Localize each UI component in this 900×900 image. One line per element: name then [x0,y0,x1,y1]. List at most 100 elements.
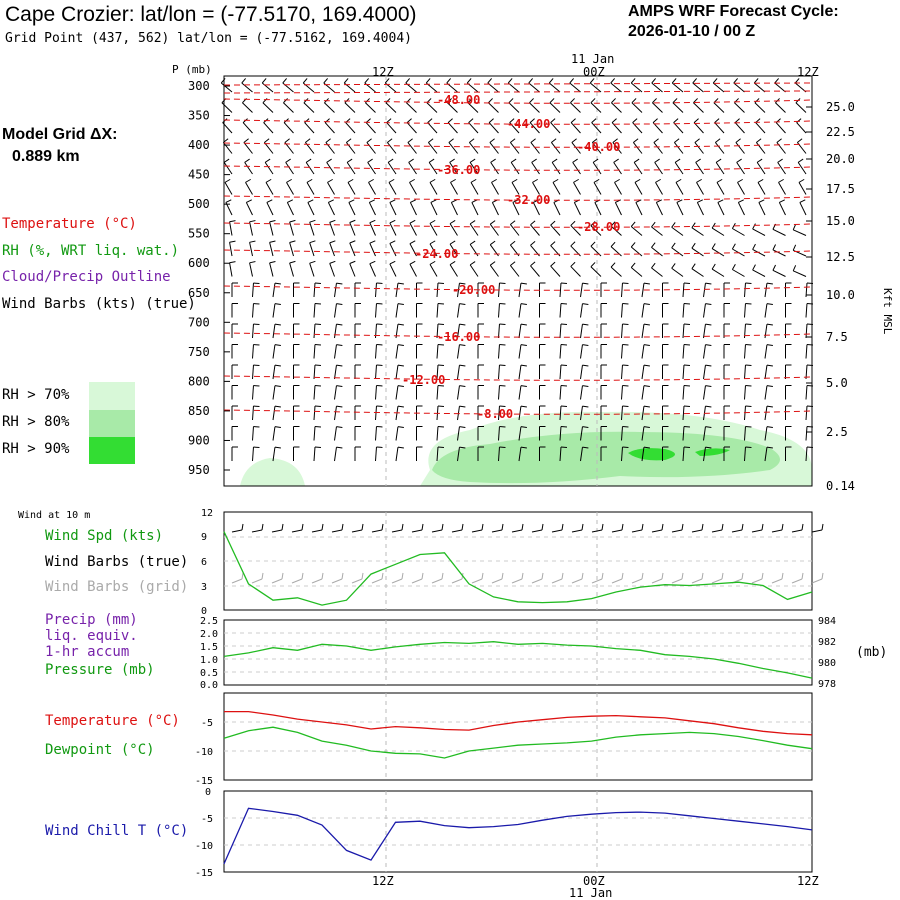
wind-barb [409,178,417,195]
surface-wind-barb [351,523,364,533]
wind-barb [621,385,629,400]
wind-barb [528,78,540,93]
wind-barb [673,118,684,134]
wind-barb [682,446,690,462]
wind-barb [630,78,643,93]
wind-barb [436,323,444,339]
wind-barb [593,178,602,195]
wind-barb [674,158,684,175]
wind-barb [737,178,745,195]
wind-barb [785,405,792,420]
pressure-tick: 900 [188,433,210,447]
wind-barb [468,138,479,154]
wind-barb [375,405,383,421]
wind-barb [734,118,745,134]
wind-barb [723,344,730,359]
wind-barb [591,118,602,134]
wind-barb [756,158,766,175]
wind-barb [386,118,397,134]
wind-barb [252,344,260,359]
wind-barb [551,158,561,175]
chill-ytick--10: -10 [195,841,213,852]
wind-barb [272,323,281,339]
wind-barb [354,446,361,461]
precip-ytick-2.5: 2.5 [200,616,218,627]
rh80-area [432,431,780,484]
wind-barb [518,426,527,441]
wind-barb [365,98,376,113]
bottom-tick-00z: 00Z [583,874,605,888]
wind-barb [731,243,745,257]
wind-barb [286,199,294,216]
isotherm-label: -36.00 [437,163,480,177]
wind-barb [426,98,438,113]
wind-barb [334,323,343,339]
wind-barb [785,385,792,400]
wind-barb [293,323,300,338]
wind-barb [676,199,684,216]
surface-wind-barb [531,523,544,533]
chill-ytick-0: 0 [205,787,211,798]
isotherm-label: -48.00 [437,93,480,107]
wind-chill-panel: 0 -5 -10 -15 [195,787,813,879]
wind-barb [775,118,786,134]
wind-barb [696,178,704,195]
legend-cloud: Cloud/Precip Outline [2,269,171,285]
pressure-ytick-978: 978 [818,679,836,690]
wind-barb [703,426,712,441]
wind-barb [416,426,423,441]
wind-barb [550,118,561,134]
wind-barb [262,98,274,113]
wind-barb [309,219,316,236]
wind-barb [552,178,561,195]
wind-barb [559,426,567,441]
wind-barb [600,426,607,441]
wind-barb [487,78,499,93]
wind-barb [764,446,773,462]
wind-barb [367,158,376,175]
wind-barb [744,426,752,441]
grid-point-subtitle: Grid Point (437, 562) lat/lon = (-77.516… [5,31,412,46]
wind-barb [764,344,773,359]
wind-barb [671,263,684,277]
wind-barbs [220,78,813,462]
wind-barb [764,282,773,298]
wind-barb [662,344,669,359]
wind-barb [386,138,397,154]
pressure-ytick-980: 980 [818,658,836,669]
wind-barb [436,303,444,318]
wind-barb [570,261,581,277]
wind-barb [416,344,423,359]
wind-barb [682,426,690,441]
pressure-tick: 450 [188,168,210,182]
wind-barb [612,138,622,154]
wind-barb [621,405,629,421]
wind-barb [671,222,684,236]
wind-barb [633,158,643,175]
wind-barb [631,98,643,113]
wind-barb [323,78,335,93]
grid-wind-barb [611,572,624,584]
wind-barb [409,240,417,257]
wind-barb [346,158,356,175]
wind-barb [662,364,669,379]
wind-barb [375,426,383,441]
wind-barb [269,260,276,277]
wind-barb [662,446,669,461]
rh70-swatch [89,382,135,410]
legend-rh70: RH > 70% [2,387,70,403]
wind-barb [490,158,499,175]
height-axis-title: Kft MSL [881,288,894,335]
wind-barb [375,385,383,400]
wind-barb [385,98,397,113]
wind-barb [510,158,520,175]
wind-barb [570,118,581,134]
wind-barb [580,405,589,421]
wind-barb [731,264,745,277]
wind-barb [632,138,643,154]
pressure-ytick-984: 984 [818,616,836,627]
wind-barb [682,344,690,359]
wind-barb [518,405,527,421]
wind-barb [723,303,730,318]
wind-barb [755,118,766,134]
